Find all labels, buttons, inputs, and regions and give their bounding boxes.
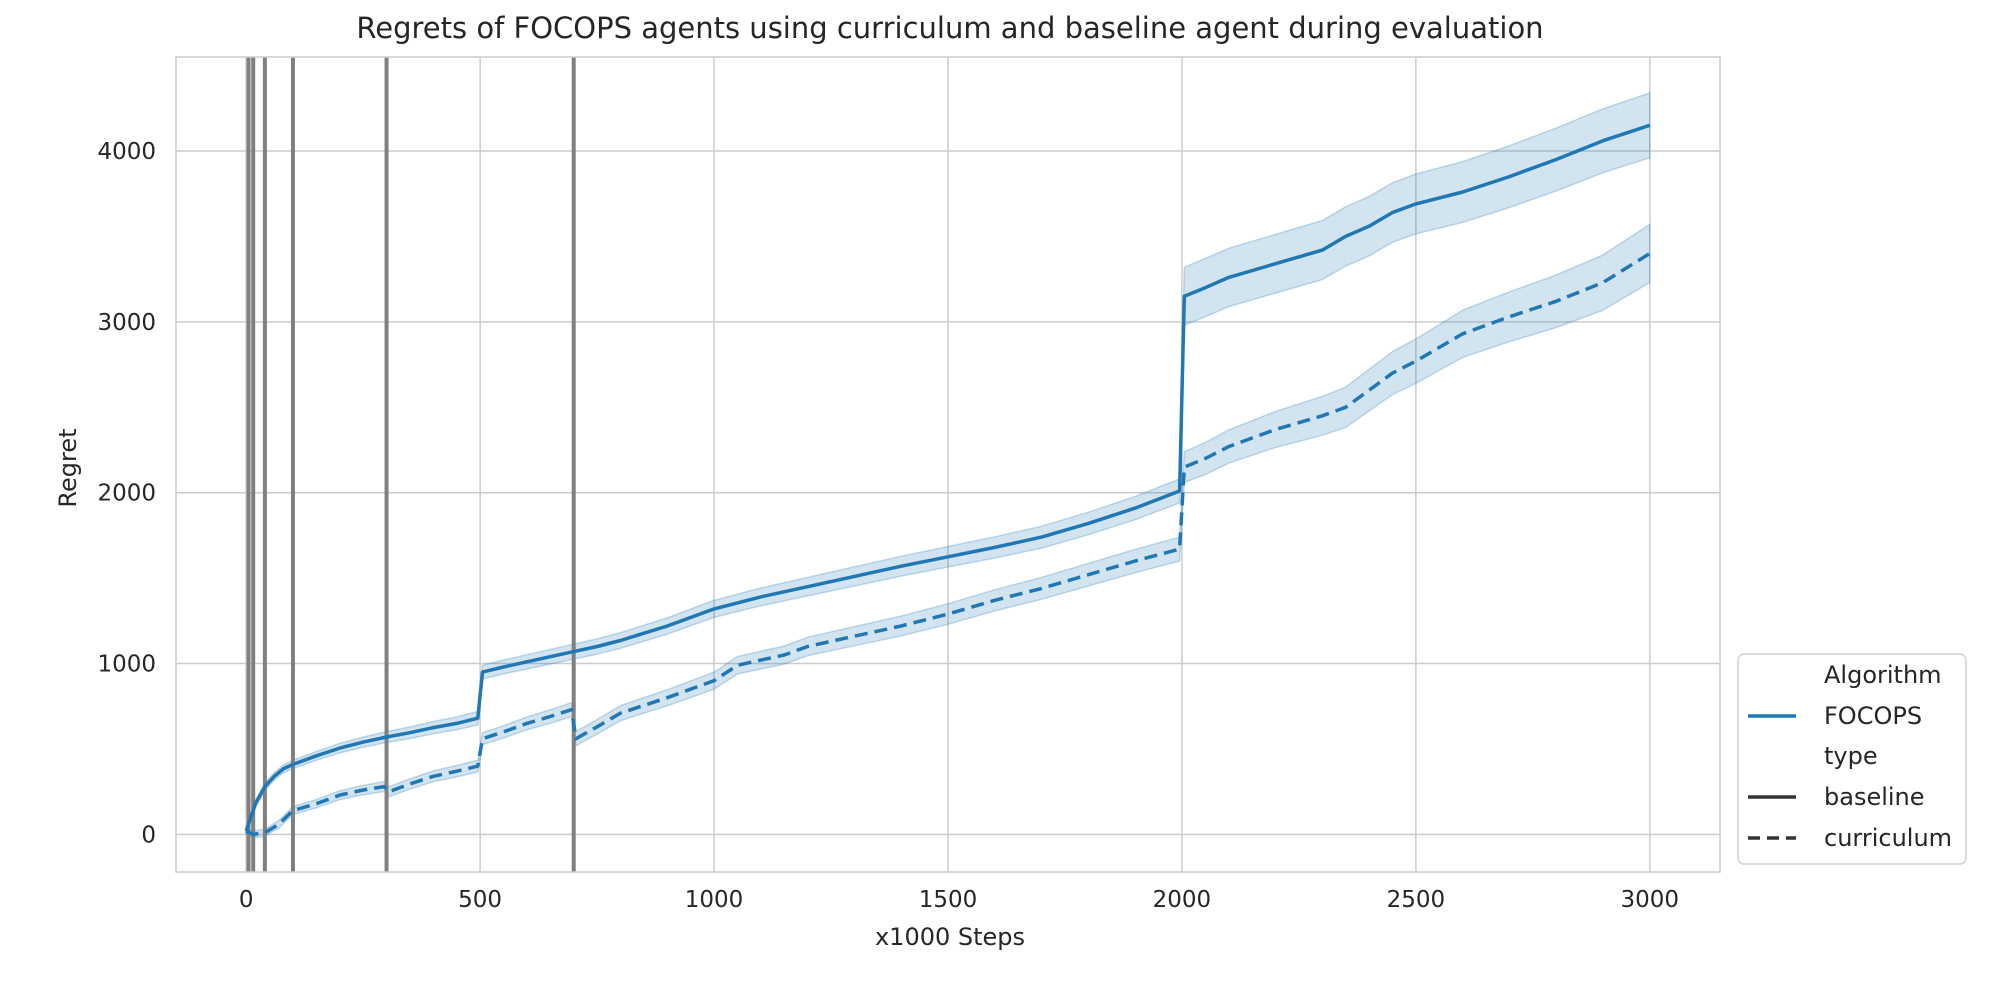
y-tick-label: 0 — [141, 822, 156, 848]
x-tick-label: 3000 — [1621, 887, 1680, 913]
series-lines — [244, 123, 1651, 837]
y-axis-title: Regret — [54, 428, 82, 507]
series-line-baseline — [244, 123, 1651, 832]
confidence-bands — [245, 91, 1651, 839]
x-tick-label: 2500 — [1387, 887, 1446, 913]
legend-label-curriculum: curriculum — [1824, 824, 1952, 852]
legend-label-focops: FOCOPS — [1824, 702, 1922, 730]
x-tick-label: 2000 — [1153, 887, 1212, 913]
tick-labels: 0 500 1000 1500 2000 2500 3000 0 1000 2000 3000 400… — [97, 139, 1679, 913]
legend-header-algorithm: Algorithm — [1824, 661, 1942, 689]
y-tick-label: 4000 — [97, 139, 156, 165]
legend-box — [1737, 653, 1967, 865]
legend-header-type: type — [1824, 742, 1878, 770]
plot-frame — [175, 56, 1721, 873]
legend: Algorithm FOCOPS type baseline curriculu… — [1737, 653, 1967, 865]
confidence-band-baseline — [245, 91, 1651, 835]
y-tick-label: 2000 — [97, 481, 156, 507]
x-tick-label: 0 — [239, 887, 254, 913]
x-tick-label: 1000 — [685, 887, 744, 913]
series-line-curriculum — [245, 252, 1651, 837]
legend-label-baseline: baseline — [1824, 783, 1925, 811]
x-tick-label: 1500 — [919, 887, 978, 913]
x-axis-title: x1000 Steps — [875, 923, 1025, 951]
curriculum-switch-lines — [246, 57, 576, 872]
y-tick-label: 1000 — [97, 652, 156, 678]
x-tick-label: 500 — [458, 887, 502, 913]
confidence-band-curriculum — [245, 223, 1651, 839]
y-tick-label: 3000 — [97, 310, 156, 336]
chart-title: Regrets of FOCOPS agents using curriculu… — [356, 11, 1543, 45]
